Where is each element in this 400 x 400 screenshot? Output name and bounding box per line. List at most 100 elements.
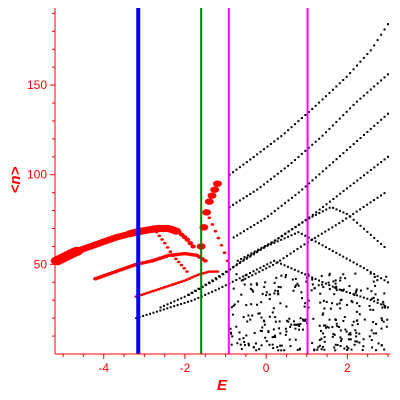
level-point — [375, 332, 378, 335]
weighted-point — [184, 278, 189, 282]
level-point — [260, 219, 263, 222]
level-point — [250, 283, 253, 286]
level-point — [145, 313, 148, 316]
level-point — [293, 323, 296, 326]
level-point — [268, 343, 271, 346]
level-point — [301, 328, 304, 331]
level-point — [284, 276, 287, 279]
level-point — [263, 323, 266, 326]
level-point — [345, 110, 348, 113]
level-point — [257, 248, 260, 251]
level-point — [261, 326, 264, 329]
level-point — [230, 331, 233, 334]
level-point — [339, 279, 342, 282]
level-point — [386, 306, 389, 309]
weighted-point — [202, 209, 212, 216]
level-point — [341, 219, 344, 222]
level-point — [353, 343, 356, 346]
level-point — [230, 332, 233, 335]
level-point — [244, 277, 247, 280]
level-point — [260, 246, 263, 249]
level-point — [169, 301, 172, 304]
level-point — [314, 213, 317, 216]
level-point — [273, 241, 276, 244]
level-point — [355, 290, 358, 293]
weighted-point — [212, 180, 222, 187]
level-point — [380, 33, 383, 36]
level-point — [304, 185, 307, 188]
level-point — [386, 112, 389, 115]
level-point — [313, 349, 316, 352]
level-point — [298, 325, 301, 328]
level-point — [265, 267, 268, 270]
level-point — [349, 146, 352, 149]
level-point — [280, 238, 283, 241]
y-tick-label: 150 — [27, 78, 47, 92]
level-point — [307, 110, 310, 113]
level-point — [335, 85, 338, 88]
level-point — [256, 250, 259, 253]
level-point — [366, 130, 369, 133]
level-point — [273, 140, 276, 143]
level-point — [363, 174, 366, 177]
level-point — [373, 300, 376, 303]
level-point — [294, 277, 297, 280]
level-point — [255, 349, 258, 352]
level-point — [335, 158, 338, 161]
level-point — [333, 286, 336, 289]
level-point — [342, 211, 345, 214]
level-point — [304, 234, 307, 237]
level-point — [249, 255, 252, 258]
level-point — [252, 155, 255, 158]
level-point — [284, 273, 287, 276]
level-point — [332, 161, 335, 164]
level-point — [230, 343, 233, 346]
level-point — [269, 261, 272, 264]
level-point — [376, 82, 379, 85]
level-point — [339, 276, 342, 279]
level-point — [269, 243, 272, 246]
level-point — [297, 191, 300, 194]
level-point — [349, 107, 352, 110]
level-point — [221, 272, 224, 275]
level-point — [159, 309, 162, 312]
level-point — [310, 289, 313, 292]
level-point — [249, 287, 252, 290]
x-tick-label: 2 — [344, 361, 351, 375]
level-point — [231, 280, 234, 283]
level-point — [289, 252, 292, 255]
level-point — [380, 79, 383, 82]
level-point — [259, 329, 262, 332]
level-point — [215, 278, 218, 281]
level-point — [370, 297, 373, 300]
level-point — [289, 345, 292, 348]
level-point — [265, 291, 268, 294]
level-point — [229, 327, 232, 330]
level-point — [328, 127, 331, 130]
level-point — [238, 199, 241, 202]
level-point — [292, 250, 295, 253]
level-point — [249, 318, 252, 321]
level-point — [321, 134, 324, 137]
level-point — [290, 162, 293, 165]
level-point — [318, 173, 321, 176]
level-point — [345, 290, 348, 293]
level-point — [362, 338, 365, 341]
level-point — [318, 208, 321, 211]
level-point — [311, 238, 314, 241]
level-point — [339, 192, 342, 195]
level-point — [190, 299, 193, 302]
level-point — [325, 131, 328, 134]
level-point — [320, 337, 323, 340]
level-point — [297, 270, 300, 273]
level-point — [245, 161, 248, 164]
level-point — [369, 272, 372, 275]
level-point — [340, 298, 343, 301]
level-point — [294, 194, 297, 197]
level-point — [176, 304, 179, 307]
level-point — [204, 283, 207, 286]
level-point — [300, 232, 303, 235]
level-point — [284, 327, 287, 330]
level-point — [297, 223, 300, 226]
weighted-point — [179, 280, 183, 284]
